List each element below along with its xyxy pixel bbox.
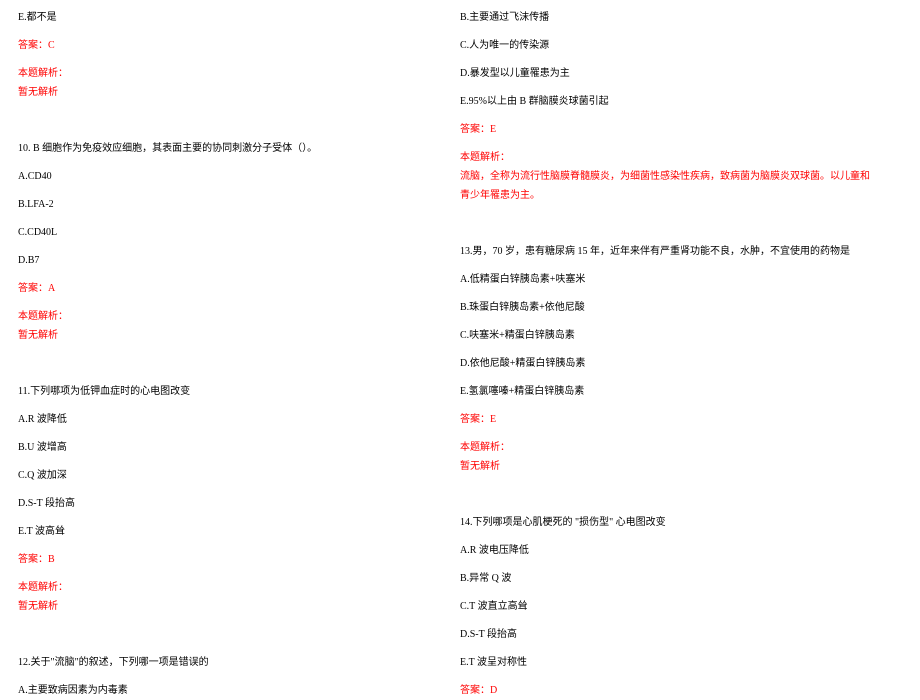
analysis-title: 本题解析： (18, 64, 435, 83)
question-stem: 12.关于"流脑"的叙述，下列哪一项是错误的 (18, 653, 435, 672)
analysis-text: 暂无解析 (18, 326, 435, 345)
option-text: E.95%以上由 B 群脑膜炎球菌引起 (460, 92, 877, 111)
answer-text: 答案：E (460, 120, 877, 139)
answer-text: 答案：B (18, 550, 435, 569)
option-text: E.都不是 (18, 8, 435, 27)
analysis-title: 本题解析： (460, 148, 877, 167)
option-text: E.T 波高耸 (18, 522, 435, 541)
option-text: C.呋塞米+精蛋白锌胰岛素 (460, 326, 877, 345)
option-text: C.人为唯一的传染源 (460, 36, 877, 55)
answer-text: 答案：A (18, 279, 435, 298)
option-text: C.Q 波加深 (18, 466, 435, 485)
option-text: E.氢氯噻嗪+精蛋白锌胰岛素 (460, 382, 877, 401)
option-text: B.U 波增高 (18, 438, 435, 457)
answer-text: 答案：D (460, 681, 877, 700)
analysis-block: 本题解析： 暂无解析 (460, 438, 877, 476)
option-text: A.主要致病因素为内毒素 (18, 681, 435, 700)
option-text: A.低精蛋白锌胰岛素+呋塞米 (460, 270, 877, 289)
left-column: E.都不是 答案：C 本题解析： 暂无解析 10. B 细胞作为免疫效应细胞，其… (18, 8, 460, 643)
question-stem: 10. B 细胞作为免疫效应细胞，其表面主要的协同刺激分子受体（）。 (18, 139, 435, 158)
analysis-title: 本题解析： (18, 578, 435, 597)
option-text: D.S-T 段抬高 (460, 625, 877, 644)
analysis-text: 流脑，全称为流行性脑膜脊髓膜炎，为细菌性感染性疾病，致病菌为脑膜炎双球菌。以儿童… (460, 167, 877, 205)
analysis-text: 暂无解析 (18, 597, 435, 616)
analysis-title: 本题解析： (460, 438, 877, 457)
option-text: B.主要通过飞沫传播 (460, 8, 877, 27)
question-stem: 11.下列哪项为低钾血症时的心电图改变 (18, 382, 435, 401)
analysis-text: 暂无解析 (460, 457, 877, 476)
option-text: B.珠蛋白锌胰岛素+依他尼酸 (460, 298, 877, 317)
analysis-block: 本题解析： 暂无解析 (18, 307, 435, 345)
option-text: D.依他尼酸+精蛋白锌胰岛素 (460, 354, 877, 373)
answer-text: 答案：C (18, 36, 435, 55)
analysis-text: 暂无解析 (18, 83, 435, 102)
option-text: B.LFA-2 (18, 195, 435, 214)
right-column: B.主要通过飞沫传播 C.人为唯一的传染源 D.暴发型以儿童罹患为主 E.95%… (460, 8, 902, 643)
question-stem: 13.男，70 岁，患有糖尿病 15 年，近年来伴有严重肾功能不良，水肿，不宜使… (460, 242, 877, 261)
option-text: D.S-T 段抬高 (18, 494, 435, 513)
option-text: B.异常 Q 波 (460, 569, 877, 588)
analysis-block: 本题解析： 流脑，全称为流行性脑膜脊髓膜炎，为细菌性感染性疾病，致病菌为脑膜炎双… (460, 148, 877, 205)
option-text: E.T 波呈对称性 (460, 653, 877, 672)
option-text: A.CD40 (18, 167, 435, 186)
option-text: C.T 波直立高耸 (460, 597, 877, 616)
option-text: A.R 波降低 (18, 410, 435, 429)
option-text: D.暴发型以儿童罹患为主 (460, 64, 877, 83)
analysis-block: 本题解析： 暂无解析 (18, 578, 435, 616)
analysis-block: 本题解析： 暂无解析 (18, 64, 435, 102)
question-stem: 14.下列哪项是心肌梗死的 "损伤型" 心电图改变 (460, 513, 877, 532)
option-text: A.R 波电压降低 (460, 541, 877, 560)
option-text: D.B7 (18, 251, 435, 270)
option-text: C.CD40L (18, 223, 435, 242)
answer-text: 答案：E (460, 410, 877, 429)
analysis-title: 本题解析： (18, 307, 435, 326)
